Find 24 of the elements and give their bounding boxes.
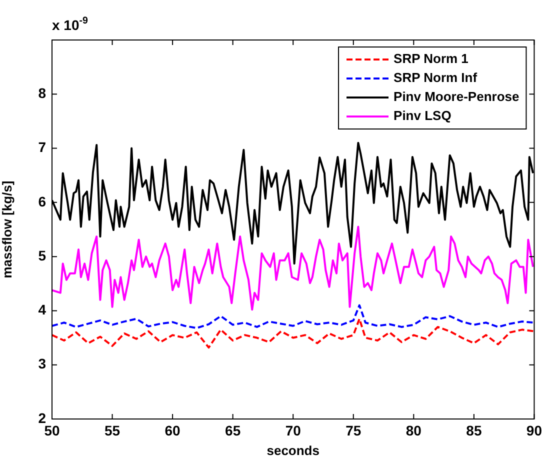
x-tick-label: 80 bbox=[406, 422, 422, 438]
y-axis-title: massflow [kg/s] bbox=[0, 180, 14, 278]
x-tick-label: 90 bbox=[526, 422, 542, 438]
legend-label: Pinv Moore-Penrose bbox=[394, 89, 520, 104]
y-tick-label: 4 bbox=[38, 302, 46, 318]
x-tick-label: 65 bbox=[225, 422, 241, 438]
y-tick-label: 3 bbox=[38, 356, 46, 372]
y-tick-label: 5 bbox=[38, 247, 46, 264]
x-axis-title: seconds bbox=[266, 442, 320, 458]
legend-label: Pinv LSQ bbox=[394, 108, 452, 124]
legend-label: SRP Norm Inf bbox=[394, 70, 478, 86]
x-tick-label: 70 bbox=[285, 422, 302, 438]
x-tick-label: 85 bbox=[466, 422, 482, 438]
x-tick-label: 75 bbox=[346, 422, 362, 438]
line-series bbox=[52, 318, 534, 349]
y-tick-label: 7 bbox=[38, 139, 46, 156]
legend-label: SRP Norm 1 bbox=[394, 51, 468, 66]
line-series bbox=[52, 304, 534, 330]
y-tick-label: 6 bbox=[38, 193, 46, 210]
x-tick-label: 60 bbox=[164, 422, 181, 438]
y-tick-label: 8 bbox=[38, 85, 46, 101]
x-tick-label: 50 bbox=[44, 422, 60, 438]
y-tick-label: 2 bbox=[38, 410, 46, 426]
x-tick-label: 55 bbox=[104, 422, 120, 438]
